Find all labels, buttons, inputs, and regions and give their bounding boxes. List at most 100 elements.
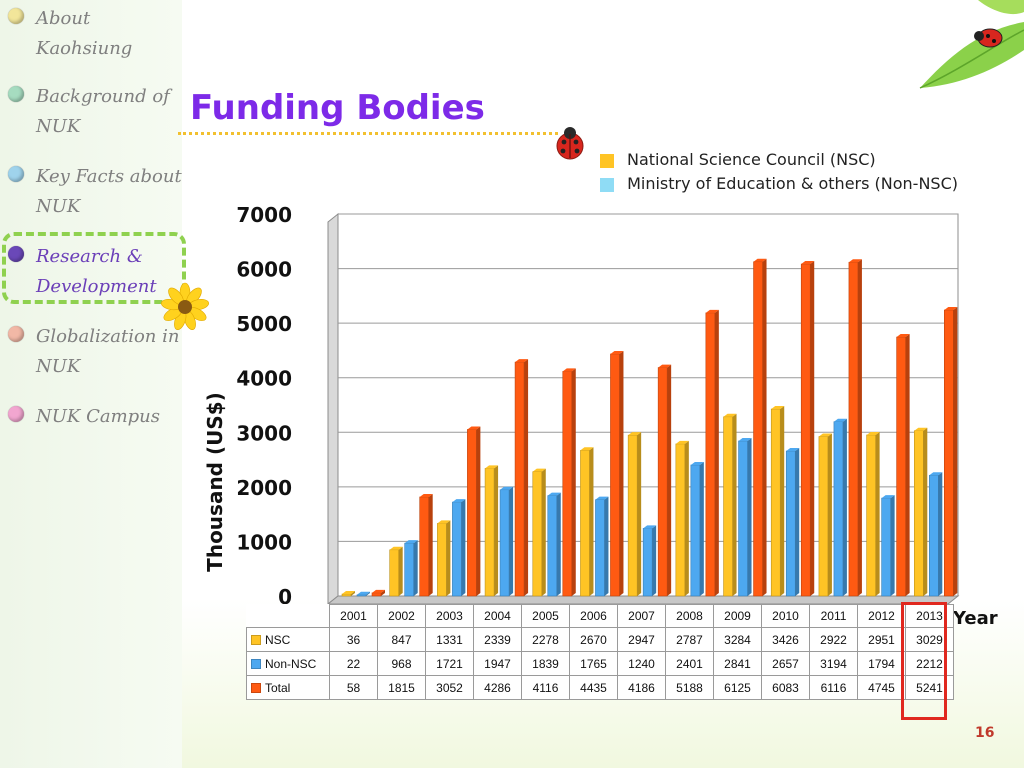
- bar-total-top: [467, 426, 481, 430]
- x-axis-label: Year: [953, 608, 998, 629]
- bar-non-nsc-top: [881, 495, 895, 499]
- y-tick-label: 3000: [236, 421, 292, 445]
- bar-total: [848, 261, 859, 597]
- table-header-cell: 2005: [521, 604, 570, 628]
- table-cell: 1839: [521, 651, 570, 676]
- table-cell: 1794: [857, 651, 906, 676]
- active-item-frame: [2, 232, 186, 304]
- bar-total-top: [515, 359, 529, 363]
- bar-nsc-side: [541, 468, 546, 596]
- bar-total-side: [714, 309, 719, 596]
- table-swatch-nsc: [251, 635, 261, 646]
- bar-total: [753, 261, 763, 597]
- bullet-icon: [8, 406, 24, 422]
- bar-nsc: [770, 408, 781, 597]
- table-cell: 6125: [713, 675, 762, 700]
- bar-non-nsc-side: [842, 418, 847, 596]
- highlight-box-2013: [901, 602, 947, 720]
- table-cell: 4116: [521, 675, 570, 700]
- chart-floor: [326, 595, 960, 605]
- bar-non-nsc: [785, 450, 796, 597]
- bar-nsc: [675, 443, 686, 597]
- bar-total-side: [571, 368, 576, 596]
- bar-non-nsc-top: [595, 496, 609, 500]
- sidebar-item-label: Key Facts about NUK: [36, 166, 182, 217]
- bar-total-top: [658, 364, 672, 368]
- bar-non-nsc: [833, 421, 844, 597]
- bar-total: [467, 429, 477, 597]
- bar-nsc: [627, 434, 638, 597]
- bar-nsc-side: [637, 432, 642, 596]
- bar-non-nsc: [642, 528, 653, 597]
- table-cell: 2339: [473, 627, 522, 652]
- bar-non-nsc-side: [699, 461, 704, 596]
- row-head-total: Total: [246, 675, 330, 700]
- bar-total-top: [372, 589, 385, 593]
- table-row-total: Total 58 1815 3052 4286 4116 4435 4186 5188 6125…: [246, 675, 954, 700]
- table-cell: 4186: [617, 675, 666, 700]
- bar-nsc: [723, 416, 733, 597]
- bar-total-top: [801, 261, 815, 265]
- table-header-row: 2001 2002 2003 2004 2005 2006 2007 2008 2009 2010…: [247, 604, 954, 628]
- bullet-icon: [8, 166, 24, 182]
- bar-non-nsc-side: [890, 495, 895, 596]
- bar-nsc-top: [818, 433, 832, 437]
- bar-non-nsc-side: [461, 499, 466, 596]
- bar-total: [705, 312, 716, 597]
- bar-non-nsc-top: [738, 437, 752, 441]
- bar-non-nsc-side: [652, 525, 657, 596]
- bar-nsc: [341, 593, 352, 597]
- bar-non-nsc: [547, 495, 558, 597]
- leaf-ladybug-icon: [919, 0, 1024, 89]
- table-cell: 3194: [809, 651, 858, 676]
- bar-total: [944, 309, 954, 597]
- bullet-icon: [8, 246, 24, 262]
- bar-total-top: [944, 306, 958, 310]
- bar-total-side: [428, 493, 433, 596]
- y-tick-label: 2000: [236, 476, 292, 500]
- bar-total: [562, 371, 573, 597]
- bar-non-nsc: [356, 594, 367, 597]
- bar-total-side: [810, 261, 815, 596]
- table-header-cell: 2002: [377, 604, 426, 628]
- table-header-cell: 2003: [425, 604, 474, 628]
- bar-total-top: [896, 334, 910, 338]
- table-cell: 2657: [761, 651, 810, 676]
- bar-total-side: [667, 364, 672, 596]
- bar-nsc-top: [723, 413, 737, 417]
- bullet-icon: [8, 8, 24, 24]
- bar-total-side: [953, 306, 958, 596]
- table-cell: 3284: [713, 627, 762, 652]
- table-cell: 2787: [665, 627, 714, 652]
- sunflower-icon: [161, 282, 209, 331]
- table-swatch-total: [251, 683, 261, 694]
- table-cell: 36: [329, 627, 378, 652]
- table-cell: 2278: [521, 627, 570, 652]
- bar-nsc-top: [485, 465, 499, 469]
- bar-non-nsc-side: [795, 448, 800, 596]
- table-cell: 1240: [617, 651, 666, 676]
- table-cell: 1331: [425, 627, 474, 652]
- bar-non-nsc: [404, 542, 414, 597]
- bar-nsc-side: [589, 447, 594, 596]
- bar-nsc-top: [771, 406, 785, 410]
- row-label: Total: [265, 680, 291, 695]
- bar-nsc-side: [684, 440, 689, 596]
- bar-nsc-top: [675, 440, 689, 444]
- bar-nsc-side: [827, 433, 832, 596]
- bar-non-nsc-top: [643, 525, 657, 529]
- y-tick-label: 5000: [236, 312, 292, 336]
- row-head-nsc: NSC: [246, 627, 330, 652]
- bar-total: [896, 336, 906, 597]
- y-tick-label: 1000: [236, 530, 292, 554]
- table-cell: 847: [377, 627, 426, 652]
- chart-side-wall: [327, 212, 339, 606]
- bullet-icon: [8, 86, 24, 102]
- table-cell: 2951: [857, 627, 906, 652]
- bar-non-nsc-top: [357, 591, 370, 595]
- bar-total: [800, 263, 811, 597]
- bar-nsc-top: [389, 546, 403, 550]
- bar-non-nsc-side: [366, 591, 370, 596]
- table-cell: 5188: [665, 675, 714, 700]
